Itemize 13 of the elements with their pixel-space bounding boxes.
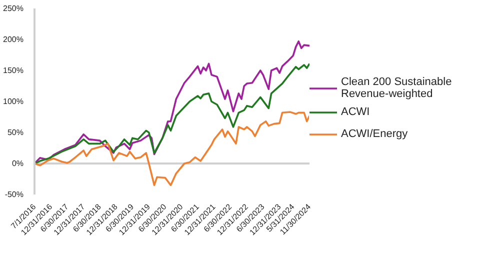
y-tick-label: -50%: [4, 190, 24, 199]
legend-label: ACWI: [341, 106, 370, 118]
y-tick-label: 0%: [12, 159, 24, 168]
line-series: [34, 111, 310, 186]
legend-label: ACWI/Energy: [341, 128, 408, 140]
line-series: [34, 40, 310, 164]
y-tick-label: 50%: [7, 128, 24, 137]
y-tick-label: 150%: [3, 66, 24, 75]
line-series: [34, 62, 310, 164]
y-tick-label: 250%: [3, 4, 24, 13]
y-tick-label: 200%: [3, 35, 24, 44]
legend-label: Clean 200 Sustainable Revenue-weighted: [341, 76, 452, 100]
y-tick-label: 100%: [3, 97, 24, 106]
